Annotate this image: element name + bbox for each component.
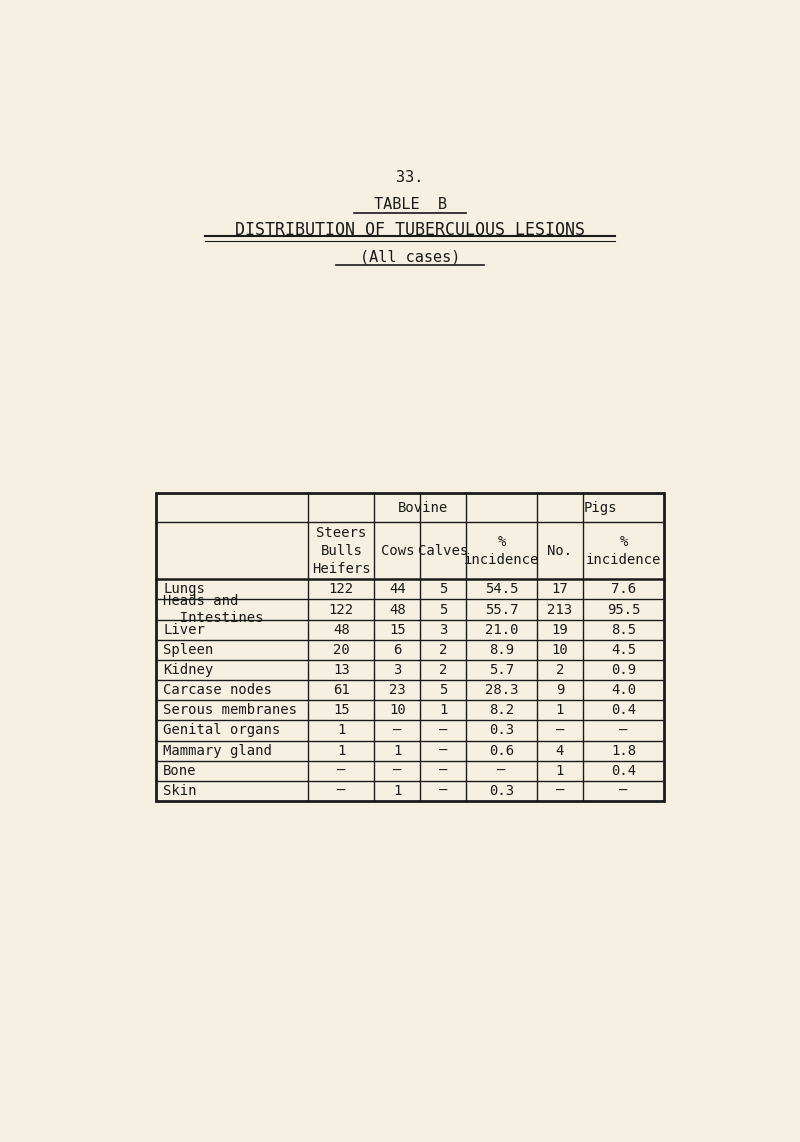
Text: DISTRIBUTION OF TUBERCULOUS LESIONS: DISTRIBUTION OF TUBERCULOUS LESIONS — [235, 220, 585, 239]
Text: 95.5: 95.5 — [606, 603, 640, 617]
Text: Genital organs: Genital organs — [163, 723, 281, 738]
Text: –: – — [439, 743, 447, 757]
Text: –: – — [393, 723, 402, 738]
Text: Kidney: Kidney — [163, 664, 214, 677]
Text: 48: 48 — [333, 622, 350, 637]
Text: 0.4: 0.4 — [611, 703, 636, 717]
Text: –: – — [619, 783, 628, 798]
Text: 0.4: 0.4 — [611, 764, 636, 778]
Text: 0.3: 0.3 — [489, 783, 514, 798]
Text: 3: 3 — [439, 622, 447, 637]
Text: 2: 2 — [439, 643, 447, 657]
Text: 213: 213 — [547, 603, 573, 617]
Text: No.: No. — [547, 544, 573, 557]
Text: –: – — [337, 783, 346, 798]
Text: 61: 61 — [333, 683, 350, 697]
Text: Bone: Bone — [163, 764, 197, 778]
Text: 5: 5 — [439, 603, 447, 617]
Text: Heads and
  Intestines: Heads and Intestines — [163, 594, 264, 625]
Text: 5.7: 5.7 — [489, 664, 514, 677]
Text: 4: 4 — [556, 743, 564, 757]
Text: 54.5: 54.5 — [485, 582, 518, 596]
Text: 17: 17 — [552, 582, 568, 596]
Text: 20: 20 — [333, 643, 350, 657]
Text: Calves: Calves — [418, 544, 468, 557]
Text: –: – — [337, 764, 346, 778]
Text: –: – — [439, 723, 447, 738]
Text: (All cases): (All cases) — [360, 250, 460, 265]
Text: –: – — [619, 723, 628, 738]
Text: 21.0: 21.0 — [485, 622, 518, 637]
Text: 55.7: 55.7 — [485, 603, 518, 617]
Text: 0.9: 0.9 — [611, 664, 636, 677]
Text: –: – — [556, 783, 564, 798]
Text: Serous membranes: Serous membranes — [163, 703, 298, 717]
Text: 8.2: 8.2 — [489, 703, 514, 717]
Text: %
incidence: % incidence — [586, 534, 662, 566]
Text: 7.6: 7.6 — [611, 582, 636, 596]
Text: –: – — [439, 764, 447, 778]
Text: 44: 44 — [389, 582, 406, 596]
Text: 2: 2 — [556, 664, 564, 677]
Text: 33.: 33. — [396, 170, 424, 185]
Text: 2: 2 — [439, 664, 447, 677]
Text: 10: 10 — [389, 703, 406, 717]
Text: 15: 15 — [389, 622, 406, 637]
Text: 19: 19 — [552, 622, 568, 637]
Text: 5: 5 — [439, 582, 447, 596]
Text: Cows: Cows — [381, 544, 414, 557]
Text: 8.9: 8.9 — [489, 643, 514, 657]
Text: 1: 1 — [337, 723, 346, 738]
Text: Bovine: Bovine — [398, 500, 448, 515]
Text: 4.5: 4.5 — [611, 643, 636, 657]
Text: 0.6: 0.6 — [489, 743, 514, 757]
Text: 1.8: 1.8 — [611, 743, 636, 757]
Text: –: – — [556, 723, 564, 738]
Text: Lungs: Lungs — [163, 582, 205, 596]
Text: %
incidence: % incidence — [464, 534, 539, 566]
Text: –: – — [393, 764, 402, 778]
Text: Liver: Liver — [163, 622, 205, 637]
Text: 1: 1 — [393, 743, 402, 757]
Text: 1: 1 — [439, 703, 447, 717]
Text: 6: 6 — [393, 643, 402, 657]
Text: 8.5: 8.5 — [611, 622, 636, 637]
Text: 1: 1 — [556, 703, 564, 717]
Text: 3: 3 — [393, 664, 402, 677]
Text: Pigs: Pigs — [584, 500, 618, 515]
Text: 9: 9 — [556, 683, 564, 697]
Text: 122: 122 — [329, 603, 354, 617]
Text: Spleen: Spleen — [163, 643, 214, 657]
Text: 4.0: 4.0 — [611, 683, 636, 697]
Text: 122: 122 — [329, 582, 354, 596]
Text: 48: 48 — [389, 603, 406, 617]
Text: 0.3: 0.3 — [489, 723, 514, 738]
Text: 1: 1 — [393, 783, 402, 798]
Text: 1: 1 — [337, 743, 346, 757]
Text: Skin: Skin — [163, 783, 197, 798]
Text: 5: 5 — [439, 683, 447, 697]
Text: 28.3: 28.3 — [485, 683, 518, 697]
Text: 23: 23 — [389, 683, 406, 697]
Text: 1: 1 — [556, 764, 564, 778]
Text: Steers
Bulls
Heifers: Steers Bulls Heifers — [312, 526, 370, 576]
Text: –: – — [498, 764, 506, 778]
Text: –: – — [439, 783, 447, 798]
Text: TABLE  B: TABLE B — [374, 196, 446, 211]
Text: Carcase nodes: Carcase nodes — [163, 683, 272, 697]
Text: 13: 13 — [333, 664, 350, 677]
Text: Mammary gland: Mammary gland — [163, 743, 272, 757]
Text: 15: 15 — [333, 703, 350, 717]
Text: 10: 10 — [552, 643, 568, 657]
